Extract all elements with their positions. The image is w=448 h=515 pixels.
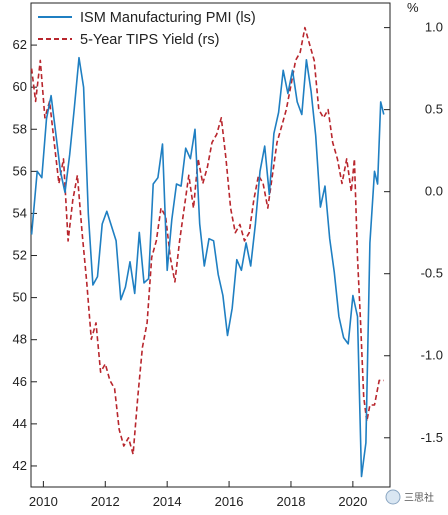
left-tick-label: 44 (13, 416, 27, 431)
x-tick-label: 2012 (91, 494, 120, 509)
series-line-pmi (30, 56, 385, 478)
watermark: 三思社 (385, 489, 434, 505)
x-tick-label: 2010 (29, 494, 58, 509)
right-tick-label: 0.0 (425, 184, 443, 199)
right-axis-unit-label: % (407, 0, 419, 15)
x-tick-label: 2020 (338, 494, 367, 509)
right-tick-label: 1.0 (425, 20, 443, 35)
watermark-text: 三思社 (404, 491, 434, 504)
left-tick-label: 56 (13, 163, 27, 178)
x-tick-label: 2018 (277, 494, 306, 509)
plot-frame (30, 2, 391, 488)
right-tick-label: -1.5 (421, 430, 443, 445)
left-tick-label: 42 (13, 458, 27, 473)
left-tick-label: 48 (13, 332, 27, 347)
legend: ISM Manufacturing PMI (ls) 5-Year TIPS Y… (38, 10, 256, 48)
legend-label-pmi: ISM Manufacturing PMI (ls) (80, 10, 256, 26)
x-tick-label: 2014 (153, 494, 182, 509)
right-axis: 1.0 0.5 0.0 -0.5 -1.0 -1.5 (384, 20, 443, 445)
series-line-tips (30, 26, 384, 455)
left-tick-label: 58 (13, 121, 27, 136)
left-tick-label: 60 (13, 79, 27, 94)
left-tick-label: 46 (13, 374, 27, 389)
watermark-logo-icon (385, 489, 401, 505)
series-layer (30, 26, 385, 478)
right-tick-label: -0.5 (421, 266, 443, 281)
x-axis: 2010 2012 2014 2016 2018 2020 (29, 481, 367, 509)
x-tick-label: 2016 (215, 494, 244, 509)
left-tick-label: 50 (13, 290, 27, 305)
legend-label-tips: 5-Year TIPS Yield (rs) (80, 32, 219, 48)
left-tick-label: 62 (13, 37, 27, 52)
left-axis: 62 60 58 56 54 52 50 48 46 44 42 (13, 37, 37, 473)
left-tick-label: 54 (13, 205, 27, 220)
right-tick-label: -1.0 (421, 348, 443, 363)
left-tick-label: 52 (13, 248, 27, 263)
right-tick-label: 0.5 (425, 102, 443, 117)
